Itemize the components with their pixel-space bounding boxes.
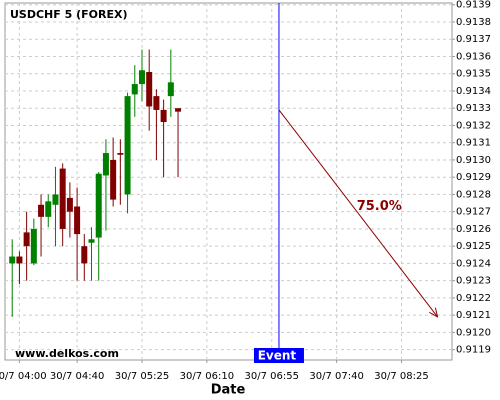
candle-body	[117, 153, 124, 155]
y-tick-label: 0.9135	[456, 69, 491, 80]
candle-body	[110, 159, 117, 200]
y-tick-label: 0.9120	[456, 327, 491, 338]
y-tick-label: 0.9121	[456, 310, 491, 321]
candle-body	[138, 70, 145, 85]
plot-area	[4, 2, 453, 361]
y-tick-label: 0.9137	[456, 34, 491, 45]
x-tick-label: 30/7 08:25	[374, 371, 428, 382]
candle-body	[153, 96, 160, 110]
event-label-box	[253, 348, 304, 363]
annotation-label: 75.0%	[357, 199, 402, 214]
candle-body	[88, 239, 95, 243]
y-tick-label: 0.9123	[456, 276, 491, 287]
candle-body	[124, 96, 131, 195]
candle-body	[167, 82, 174, 97]
candle-body	[59, 168, 66, 229]
candle-body	[74, 206, 81, 235]
y-tick-label: 0.9125	[456, 241, 491, 252]
x-tick-label: 30/7 05:25	[115, 371, 169, 382]
x-tick-label: 30/7 07:40	[309, 371, 363, 382]
y-tick-label: 0.9132	[456, 120, 491, 131]
candle-body	[23, 232, 30, 247]
x-tick-label: 30/7 04:00	[0, 371, 47, 382]
y-tick-label: 0.9138	[456, 17, 491, 28]
x-tick-label: 30/7 06:55	[245, 371, 299, 382]
candle-body	[175, 108, 182, 112]
candle-body	[95, 173, 102, 238]
y-tick-label: 0.9136	[456, 51, 491, 62]
event-label: Event	[258, 349, 297, 363]
x-tick-label: 30/7 06:10	[180, 371, 234, 382]
y-tick-label: 0.9133	[456, 103, 491, 114]
x-axis-label: Date	[211, 383, 246, 398]
y-tick-label: 0.9128	[456, 189, 491, 200]
y-tick-label: 0.9127	[456, 207, 491, 218]
candle-body	[131, 84, 138, 95]
candle-body	[102, 153, 109, 176]
candle-body	[16, 256, 23, 264]
candle-body	[146, 71, 153, 107]
y-tick-label: 0.9119	[456, 345, 491, 356]
candle-body	[45, 201, 52, 217]
forecast-arrow	[278, 109, 438, 317]
chart-title: USDCHF 5 (FOREX)	[10, 8, 127, 21]
y-tick-label: 0.9126	[456, 224, 491, 235]
y-tick-label: 0.9122	[456, 293, 491, 304]
candle-body	[9, 256, 16, 264]
y-tick-label: 0.9124	[456, 258, 491, 269]
candle-body	[81, 246, 88, 264]
candle-body	[38, 204, 45, 217]
candle-body	[52, 194, 59, 205]
y-tick-label: 0.9139	[456, 0, 491, 11]
y-tick-label: 0.9130	[456, 155, 491, 166]
y-tick-label: 0.9131	[456, 138, 491, 149]
watermark: www.delkos.com	[15, 347, 119, 360]
candle-body	[30, 228, 37, 264]
marks	[9, 3, 437, 360]
x-tick-label: 30/7 04:40	[50, 371, 104, 382]
y-tick-label: 0.9134	[456, 86, 491, 97]
candle-body	[66, 197, 73, 212]
candle-body	[160, 109, 167, 122]
y-tick-label: 0.9129	[456, 172, 491, 183]
